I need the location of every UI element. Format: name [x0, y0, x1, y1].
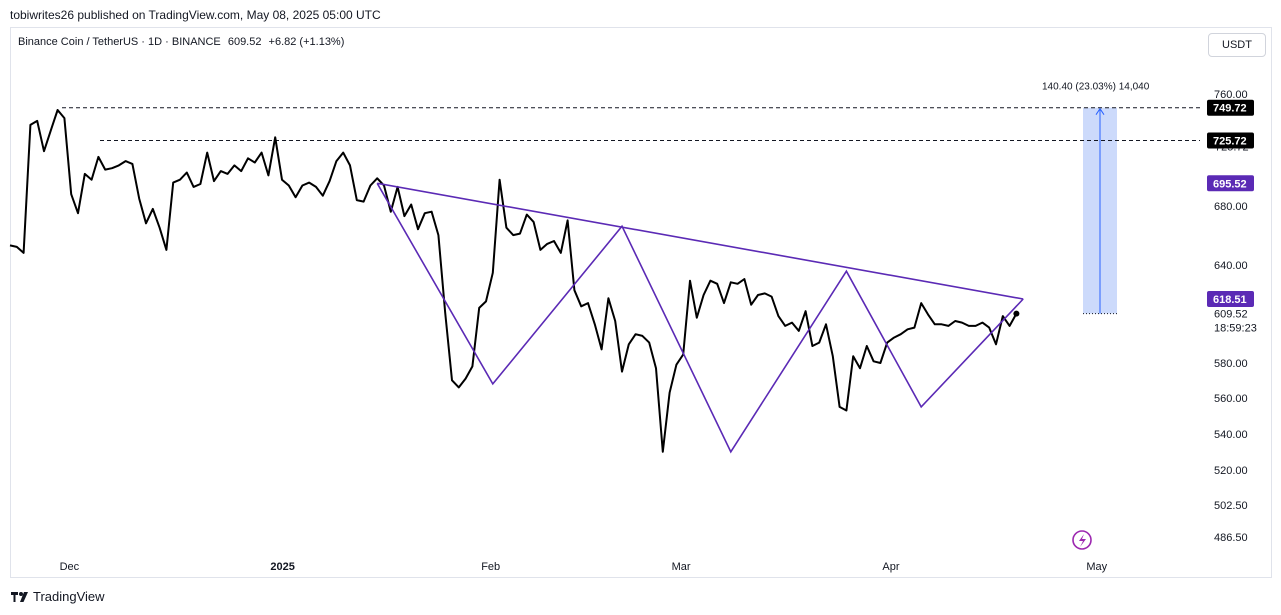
last-price: 609.52 [227, 36, 262, 48]
x-tick-label: Dec [60, 561, 80, 573]
y-tick-label: 540.00 [1214, 429, 1248, 441]
last-value-label: 609.52 [1214, 309, 1248, 321]
x-tick-label: Mar [672, 561, 691, 573]
y-tick-label: 502.50 [1214, 500, 1248, 512]
tradingview-footer: TradingView [11, 589, 105, 604]
measure-label: 140.40 (23.03%) 14,040 [1042, 82, 1150, 93]
x-tick-label: May [1086, 561, 1107, 573]
y-tick-label: 580.00 [1214, 358, 1248, 370]
currency-button[interactable]: USDT [1208, 33, 1266, 57]
publish-info: tobiwrites26 published on TradingView.co… [10, 8, 381, 22]
pattern-price-tag: 695.52 [1213, 178, 1247, 190]
countdown-label: 18:59:23 [1214, 323, 1257, 335]
y-tick-label: 520.00 [1214, 465, 1248, 477]
pattern-price-tag-bg [1207, 175, 1254, 192]
x-tick-label: 2025 [270, 561, 294, 573]
price-change: +6.82 (+1.13%) [268, 36, 345, 48]
level-price-tag-bg [1207, 132, 1254, 149]
symbol-legend: Binance Coin / TetherUS · 1D · BINANCE 6… [18, 36, 348, 48]
level-price-tag: 725.72 [1213, 135, 1247, 147]
x-tick-label: Feb [481, 561, 500, 573]
level-price-tag: 749.72 [1213, 103, 1247, 115]
lightning-icon [1072, 530, 1092, 550]
y-tick-label: 486.50 [1214, 532, 1248, 544]
chart-frame [10, 27, 1272, 578]
symbol-name: Binance Coin / TetherUS · 1D · BINANCE [18, 36, 221, 48]
level-price-tag-bg [1207, 99, 1254, 116]
pattern-price-tag-bg [1207, 291, 1254, 308]
pattern-price-tag: 618.51 [1213, 294, 1247, 306]
y-tick-label: 560.00 [1214, 393, 1248, 405]
y-tick-label: 640.00 [1214, 260, 1248, 272]
footer-brand: TradingView [33, 589, 105, 604]
y-tick-label: 760.00 [1214, 89, 1248, 101]
neckline [377, 182, 1024, 300]
lightning-icon-bolt [1079, 534, 1086, 547]
x-tick-label: Apr [882, 561, 899, 573]
y-tick-label: 680.00 [1214, 201, 1248, 213]
pattern-zigzag-line [376, 182, 1024, 454]
price-series-line [9, 109, 1018, 453]
last-price-dot [1013, 310, 1020, 317]
tradingview-logo-icon [11, 591, 28, 602]
measure-arrowhead [1095, 107, 1105, 115]
